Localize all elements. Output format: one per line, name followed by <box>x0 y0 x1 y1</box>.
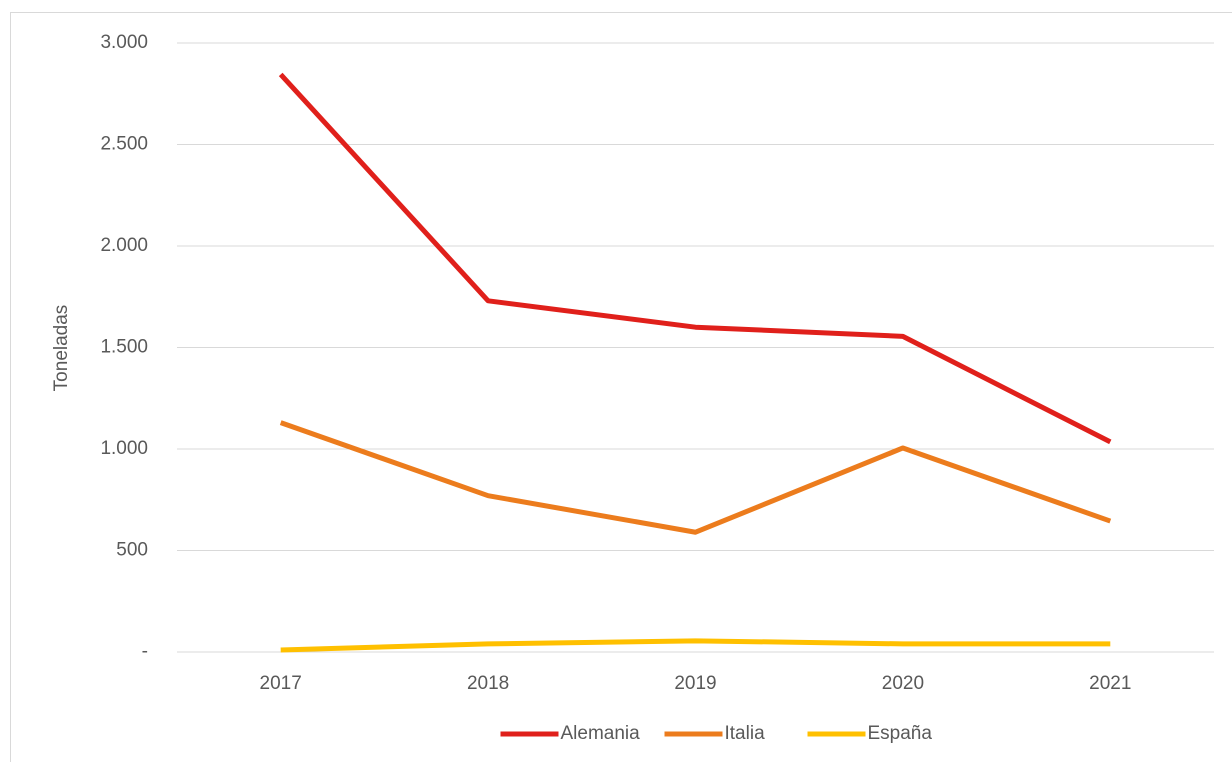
chart-border <box>10 12 1232 762</box>
y-tick-label: 3.000 <box>100 32 148 53</box>
x-tick-label: 2020 <box>882 673 924 694</box>
x-tick-label: 2021 <box>1089 673 1131 694</box>
y-tick-label: 1.000 <box>100 438 148 459</box>
x-tick-label: 2018 <box>467 673 509 694</box>
legend-label: Italia <box>725 723 766 744</box>
y-tick-label: - <box>142 641 148 662</box>
x-tick-label: 2019 <box>674 673 716 694</box>
y-axis-label: Toneladas <box>51 305 72 392</box>
y-tick-label: 2.500 <box>100 134 148 155</box>
y-tick-label: 2.000 <box>100 235 148 256</box>
line-series <box>278 72 1112 445</box>
y-tick-label: 1.500 <box>100 337 148 358</box>
x-tick-label: 2017 <box>260 673 302 694</box>
legend-label: Alemania <box>561 723 641 744</box>
line-series <box>279 420 1112 535</box>
legend-label: España <box>868 723 933 744</box>
line-series <box>280 638 1111 653</box>
y-tick-label: 500 <box>116 540 148 561</box>
